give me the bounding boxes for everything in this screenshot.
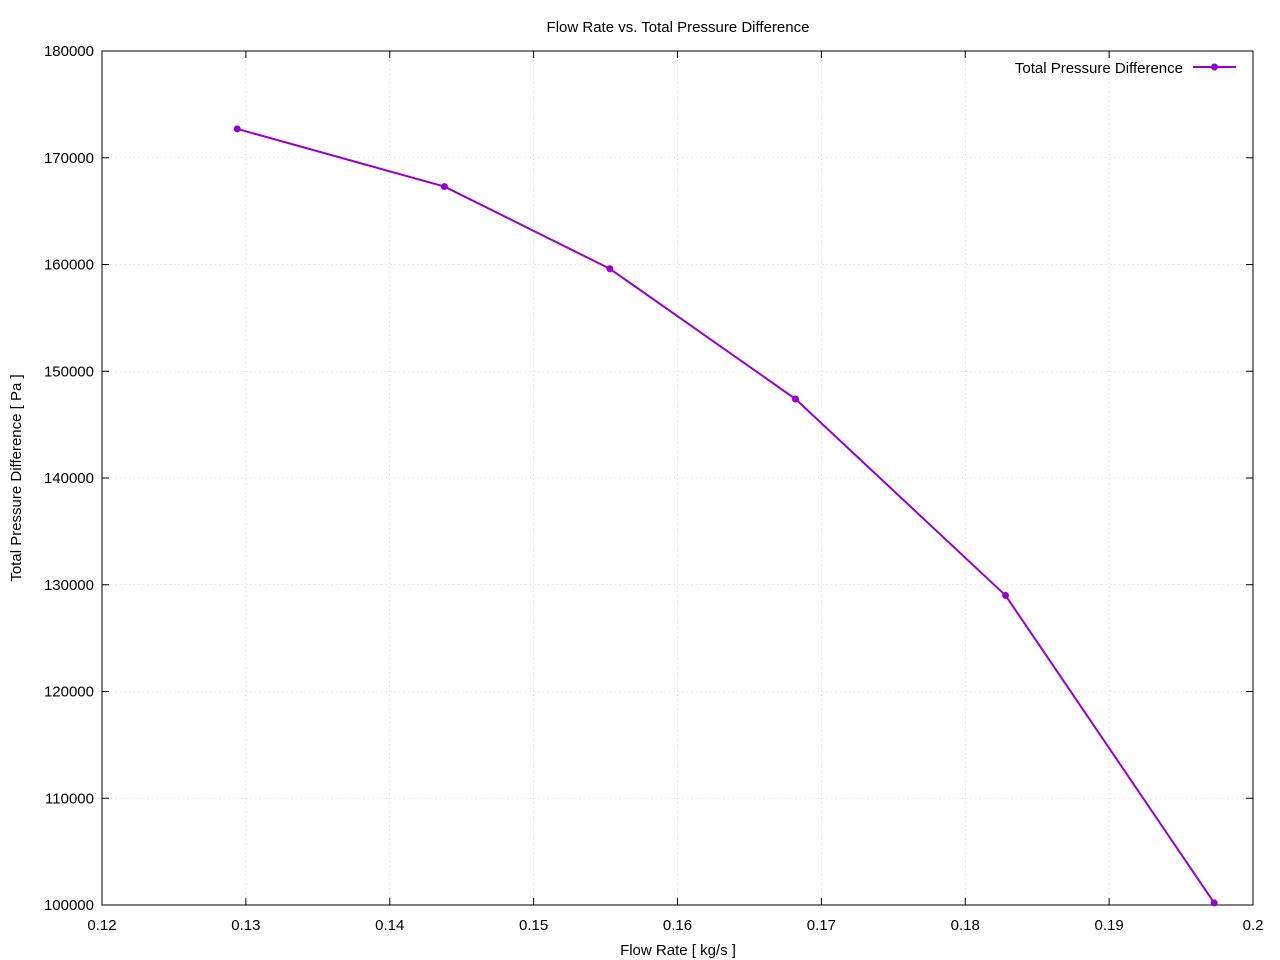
data-point [606, 265, 614, 273]
x-tick-label: 0.17 [807, 917, 836, 934]
data-point [440, 183, 448, 191]
y-axis-label: Total Pressure Difference [ Pa ] [8, 374, 25, 581]
x-tick-label: 0.2 [1243, 917, 1264, 934]
y-tick-label: 120000 [44, 684, 94, 701]
chart-title: Flow Rate vs. Total Pressure Difference [547, 19, 810, 36]
x-tick-label: 0.12 [87, 917, 116, 934]
y-tick-label: 160000 [44, 257, 94, 274]
data-point [233, 125, 241, 133]
legend-label: Total Pressure Difference [1015, 60, 1183, 77]
x-tick-label: 0.15 [519, 917, 548, 934]
y-tick-label: 110000 [45, 790, 94, 807]
x-tick-label: 0.13 [231, 917, 260, 934]
data-point [1210, 899, 1218, 907]
series-line [236, 127, 1215, 904]
y-tick-label: 100000 [44, 897, 94, 914]
data-point [791, 395, 799, 403]
legend-marker [1211, 63, 1218, 71]
y-tick-label: 150000 [44, 363, 94, 380]
tick-labels: 0.12 0.13 0.14 0.15 0.16 0.17 0.18 0.19 0.2 10000… [44, 43, 1263, 934]
y-tick-label: 180000 [44, 43, 94, 60]
x-tick-label: 0.19 [1095, 917, 1124, 934]
data-point [1002, 591, 1010, 599]
x-tick-label: 0.16 [663, 917, 692, 934]
y-tick-label: 140000 [44, 470, 94, 487]
series-layer [233, 125, 1218, 907]
plot-frame [101, 50, 1254, 906]
x-axis-label: Flow Rate [ kg/s ] [620, 942, 736, 959]
x-tick-label: 0.14 [375, 917, 404, 934]
grid-lines [102, 51, 1253, 905]
y-tick-label: 170000 [44, 150, 94, 167]
x-tick-label: 0.18 [951, 917, 980, 934]
legend: Total Pressure Difference [1015, 60, 1236, 77]
y-tick-label: 130000 [44, 577, 94, 594]
